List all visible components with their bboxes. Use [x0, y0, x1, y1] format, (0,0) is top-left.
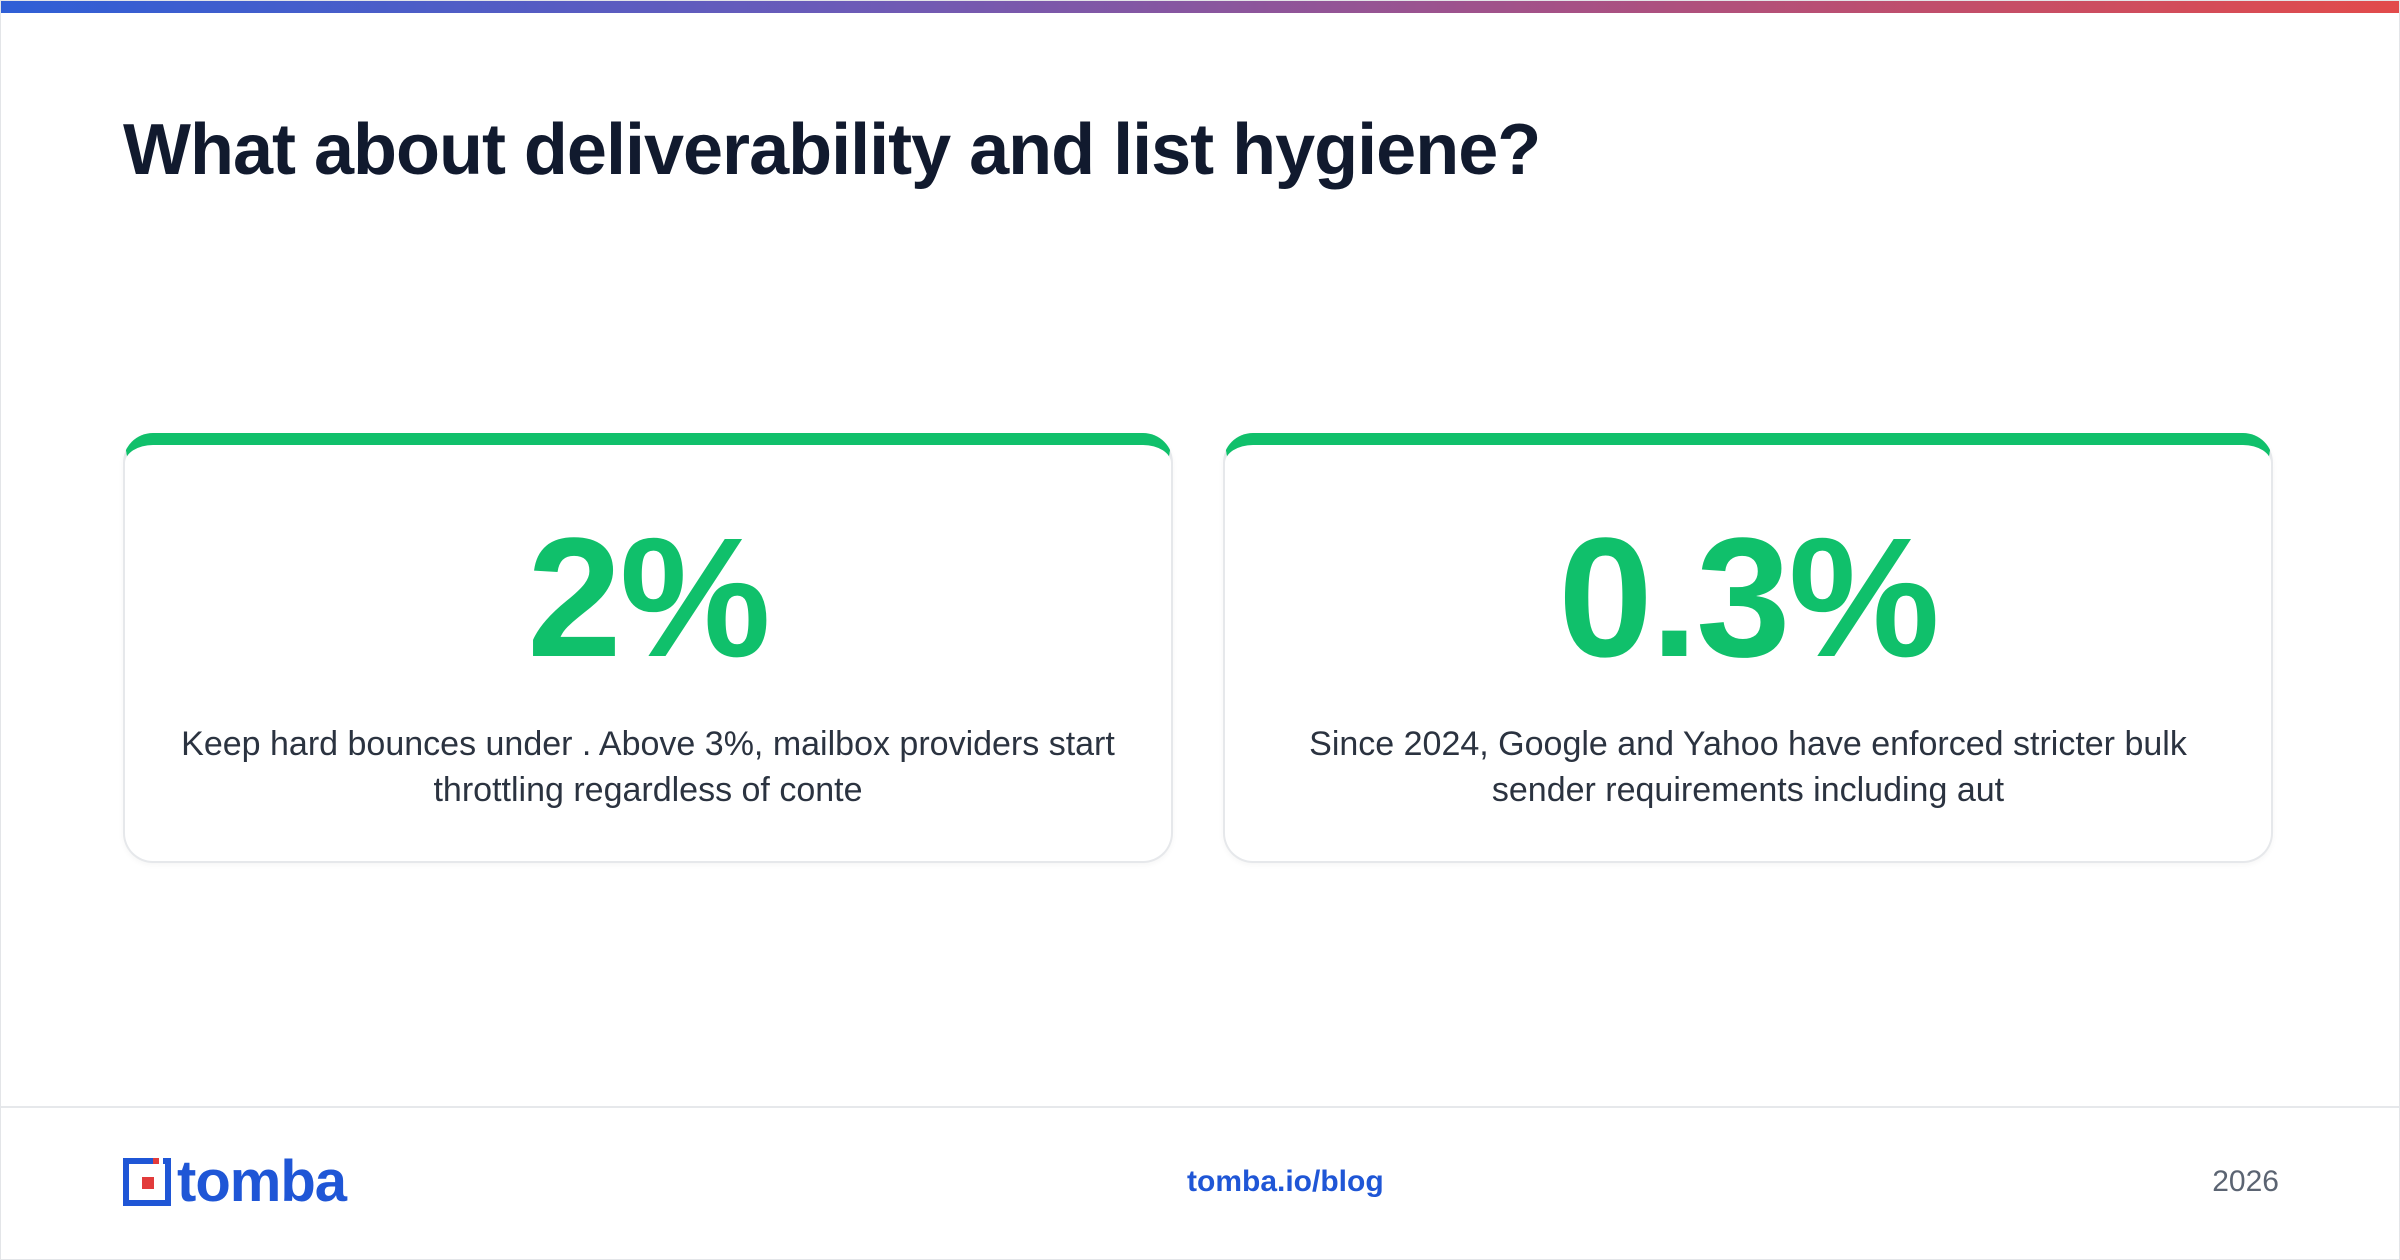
- stat-description: Keep hard bounces under . Above 3%, mail…: [181, 725, 1115, 809]
- stat-value: 2%: [527, 503, 771, 693]
- stat-card-bounce-rate: 2% Keep hard bounces under . Above 3%, m…: [123, 433, 1173, 863]
- footer-year: 2026: [2212, 1165, 2279, 1198]
- tomba-logo-icon: [123, 1158, 171, 1206]
- stat-card-spam-rate: 0.3% Since 2024, Google and Yahoo have e…: [1223, 433, 2273, 863]
- stat-description: Since 2024, Google and Yahoo have enforc…: [1309, 725, 2187, 809]
- brand-wordmark: tomba: [177, 1149, 347, 1214]
- stat-value: 0.3%: [1558, 503, 1939, 693]
- page-title: What about deliverability and list hygie…: [123, 110, 1541, 190]
- blog-link[interactable]: tomba.io/blog: [1187, 1165, 1384, 1198]
- footer-divider: [1, 1106, 2399, 1108]
- gradient-top-bar: [1, 1, 2399, 13]
- brand-logo: tomba: [123, 1149, 347, 1214]
